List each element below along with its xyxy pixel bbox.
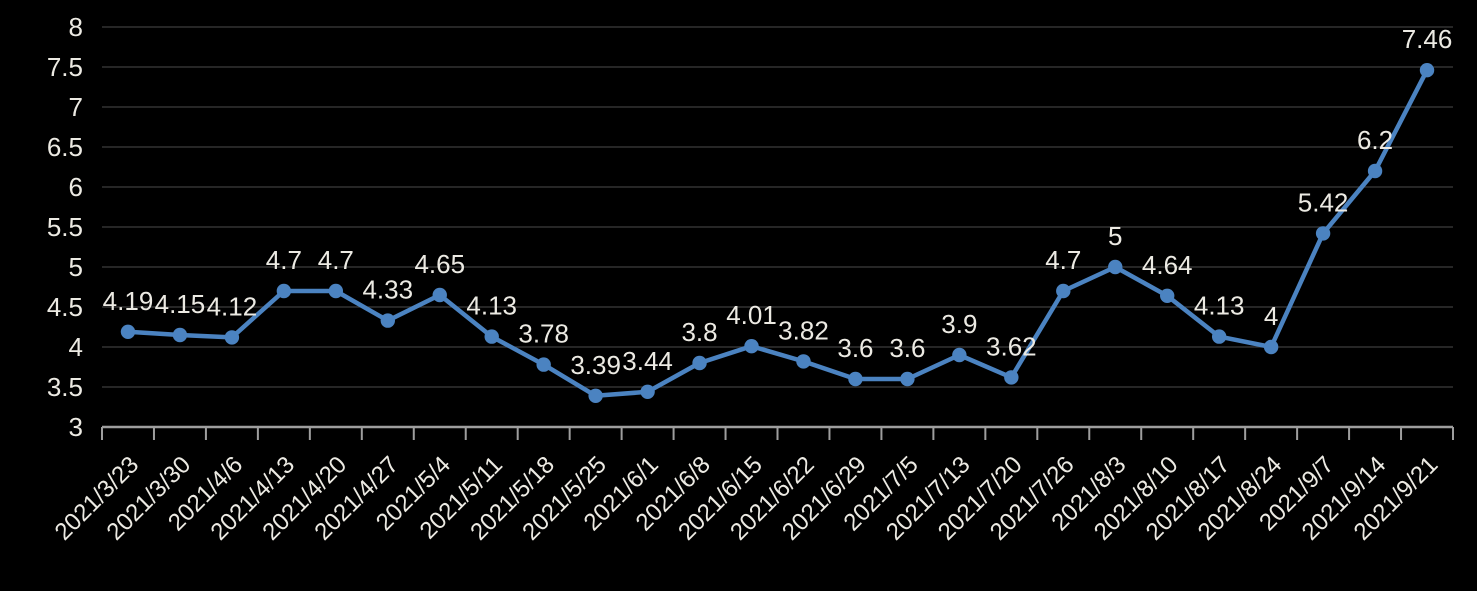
data-point bbox=[1056, 283, 1071, 299]
data-label: 4.12 bbox=[207, 291, 258, 321]
data-point bbox=[432, 287, 447, 303]
data-label: 3.6 bbox=[889, 333, 925, 363]
data-label: 4.7 bbox=[318, 245, 354, 275]
y-axis-label: 8 bbox=[69, 12, 83, 42]
data-point bbox=[1004, 370, 1019, 385]
y-axis-label: 7.5 bbox=[47, 52, 83, 82]
data-label: 3.82 bbox=[778, 315, 829, 345]
data-label: 4.01 bbox=[726, 300, 777, 330]
data-label: 4.13 bbox=[1194, 291, 1245, 321]
data-point bbox=[1367, 163, 1383, 179]
y-axis-label: 5.5 bbox=[47, 212, 83, 242]
data-label: 5.42 bbox=[1298, 187, 1349, 217]
y-axis-label: 7 bbox=[69, 92, 83, 122]
data-point bbox=[120, 324, 136, 339]
data-label: 4 bbox=[1264, 301, 1278, 331]
data-point bbox=[536, 357, 551, 372]
data-point bbox=[224, 330, 240, 345]
data-point bbox=[900, 371, 915, 387]
data-label: 3.44 bbox=[622, 346, 673, 376]
data-label: 3.78 bbox=[518, 319, 569, 349]
data-label: 3.62 bbox=[986, 331, 1037, 361]
data-point bbox=[172, 327, 188, 343]
data-point bbox=[1419, 62, 1435, 78]
y-axis-label: 3.5 bbox=[47, 372, 83, 402]
data-point bbox=[276, 283, 292, 299]
data-point bbox=[692, 355, 707, 371]
data-label: 4.13 bbox=[466, 291, 517, 321]
y-axis-label: 3 bbox=[69, 412, 83, 442]
y-axis-label: 6.5 bbox=[47, 132, 83, 162]
data-label: 3.8 bbox=[681, 317, 717, 347]
data-label: 4.65 bbox=[414, 249, 465, 279]
data-label: 3.9 bbox=[941, 309, 977, 339]
data-point bbox=[1263, 339, 1279, 355]
data-point bbox=[796, 354, 811, 369]
data-label: 4.7 bbox=[1045, 245, 1081, 275]
data-point bbox=[848, 371, 863, 387]
data-label: 4.19 bbox=[103, 286, 154, 316]
data-label: 5 bbox=[1108, 221, 1122, 251]
data-point bbox=[484, 329, 499, 344]
y-axis-label: 5 bbox=[69, 252, 83, 282]
y-axis-label: 4 bbox=[69, 332, 83, 362]
data-point bbox=[1315, 226, 1331, 241]
data-label: 4.64 bbox=[1142, 250, 1193, 280]
data-label: 4.15 bbox=[155, 289, 206, 319]
data-point bbox=[744, 339, 759, 354]
data-point bbox=[588, 388, 603, 403]
y-axis-label: 4.5 bbox=[47, 292, 83, 322]
data-point bbox=[328, 283, 344, 299]
data-label: 7.46 bbox=[1402, 24, 1453, 54]
y-axis-label: 6 bbox=[69, 172, 83, 202]
data-point bbox=[952, 347, 967, 363]
data-label: 4.7 bbox=[266, 245, 302, 275]
series-line bbox=[125, 67, 1430, 399]
data-label: 3.39 bbox=[570, 350, 621, 380]
data-label: 6.2 bbox=[1357, 125, 1393, 155]
data-point bbox=[1108, 259, 1123, 275]
data-point bbox=[640, 384, 655, 399]
data-label: 3.6 bbox=[837, 333, 873, 363]
data-point bbox=[1160, 288, 1175, 303]
data-point bbox=[380, 313, 395, 328]
data-point bbox=[1211, 329, 1227, 344]
data-label: 4.33 bbox=[362, 275, 413, 305]
